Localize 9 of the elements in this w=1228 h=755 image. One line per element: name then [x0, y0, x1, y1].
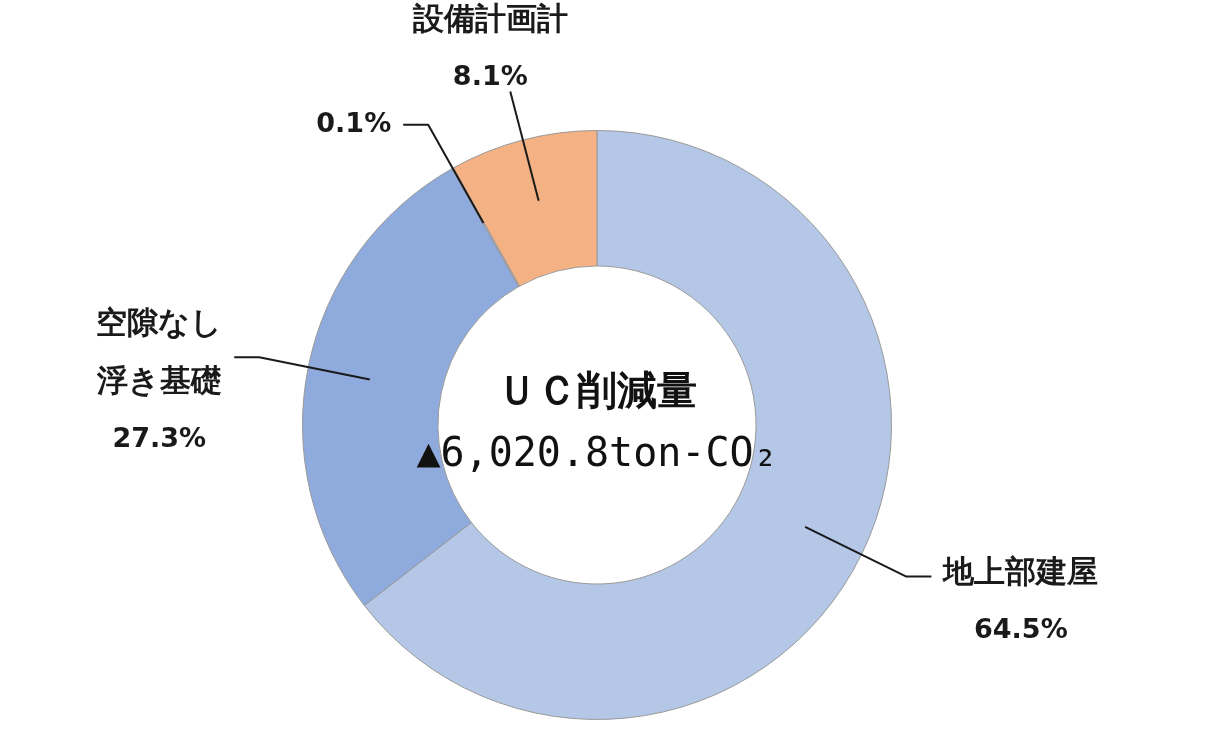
data-label: 64.5% — [974, 612, 1068, 644]
slice-label: 設備計画計 — [411, 0, 568, 36]
slice-label: 地上部建屋 — [941, 552, 1099, 589]
text: ▲6,020.8ton-CO₂ — [416, 429, 778, 476]
data-label: 0.1% — [316, 106, 392, 138]
text: ＵＣ削減量 — [497, 367, 697, 414]
data-label: 27.3% — [112, 422, 207, 454]
slice-label: 空隙なし浮き基礎 — [95, 304, 223, 399]
data-label: 8.1% — [452, 59, 528, 91]
